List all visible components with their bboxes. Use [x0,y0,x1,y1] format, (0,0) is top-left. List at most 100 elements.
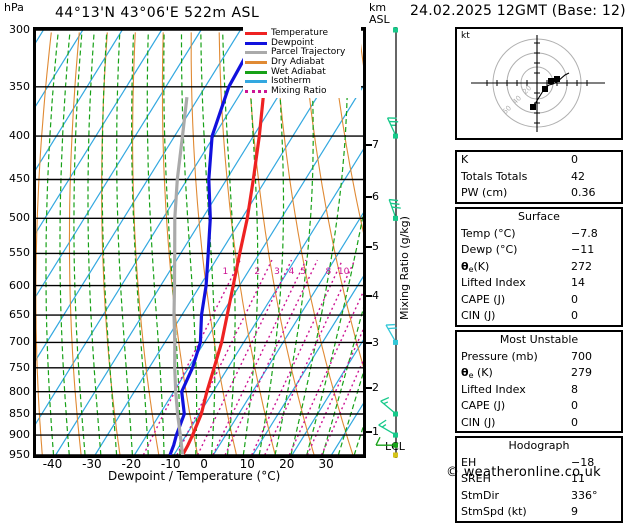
legend-swatch-isotherm [245,80,267,83]
surface-label: Dewp (°C) [461,242,517,259]
legend-label-temperature: Temperature [271,29,328,38]
surface-row: CAPE (J) 0 [457,292,621,309]
surface-value: −11 [571,242,617,259]
surface-row: θe(K) 272 [457,259,621,276]
legend-label-dry-adiabat: Dry Adiabat [271,58,324,67]
temperature-tick--30: -30 [82,458,102,470]
wind-barb-500 [389,200,401,221]
pressure-tick-450: 450 [0,173,30,184]
indices-label: K [461,152,468,169]
temperature-axis-label: Dewpoint / Temperature (°C) [108,470,280,482]
pressure-unit-label: hPa [4,2,24,13]
legend-item-mixing-ratio: Mixing Ratio [245,87,359,97]
legend-label-isotherm: Isotherm [271,77,311,86]
temperature-tick--40: -40 [43,458,63,470]
indices-row: Totals Totals 42 [457,169,621,186]
copyright-credit: © weatheronline.co.uk [446,466,601,479]
station-title: 44°13'N 43°06'E 522m ASL [55,6,259,20]
surface-value: 14 [571,275,617,292]
surface-value: 272 [571,259,617,276]
indices-label: PW (cm) [461,185,507,202]
pressure-tick-550: 550 [0,247,30,258]
sounding-page: hPa 44°13'N 43°06'E 522m ASL km ASL 24.0… [0,0,629,486]
pressure-tick-650: 650 [0,309,30,320]
legend-item-dry-adiabat: Dry Adiabat [245,58,359,68]
legend-swatch-temperature [245,32,267,35]
most-unstable-value: 0 [571,415,617,432]
pressure-tick-900: 900 [0,429,30,440]
surface-value: 0 [571,292,617,309]
wind-barb-950 [386,453,398,459]
most-unstable-row: CAPE (J) 0 [457,398,621,415]
indices-label: Totals Totals [461,169,527,186]
hodograph-marker-2 [548,78,554,84]
most-unstable-value: 0 [571,398,617,415]
legend-swatch-dewpoint [245,42,267,45]
indices-value: 0 [571,152,617,169]
wind-barb-925 [376,437,398,448]
hodograph-unit-label: kt [461,31,470,41]
mixing-ratio-label-2: 2 [254,268,260,277]
hodograph-stats-label: StmDir [461,488,499,505]
hodograph-marker-0 [530,104,536,110]
most-unstable-value: 279 [571,365,617,382]
pressure-tick-950: 950 [0,449,30,460]
temperature-tick-20: 20 [279,458,294,470]
legend-swatch-parcel-trajectory [245,51,267,54]
surface-label: Temp (°C) [461,226,516,243]
hodograph-stats-value: 336° [571,488,617,505]
hodograph-stats-row: StmSpd (kt) 9 [457,504,621,521]
most-unstable-label: CAPE (J) [461,398,505,415]
mixing-ratio-label-1: 1 [223,268,229,277]
most-unstable-row: CIN (J)0 [457,415,621,432]
pressure-tick-850: 850 [0,408,30,419]
indices-value: 42 [571,169,617,186]
legend-swatch-mixing-ratio [245,90,267,93]
surface-row: Temp (°C) −7.8 [457,226,621,243]
hodograph-marker-1 [542,86,548,92]
legend-swatch-wet-adiabat [245,71,267,74]
pressure-tick-500: 500 [0,212,30,223]
pressure-tick-800: 800 [0,386,30,397]
pressure-tick-400: 400 [0,130,30,141]
curve-parcel-trajectory [174,97,187,455]
surface-caption: Surface [457,209,621,226]
pressure-tick-350: 350 [0,81,30,92]
hodograph-stats-value: 9 [571,504,617,521]
surface-label: CAPE (J) [461,292,505,309]
hodograph-stats-caption: Hodograph [457,438,621,455]
mixing-ratio-label-10: 10 [338,268,349,277]
hodograph-marker-3 [554,76,560,82]
surface-value: −7.8 [571,226,617,243]
pressure-tick-700: 700 [0,336,30,347]
most-unstable-label: θe (K) [461,365,493,382]
surface-row: CIN (J) 0 [457,308,621,325]
pressure-tick-750: 750 [0,362,30,373]
mixing-ratio-label-3: 3 [274,268,280,277]
most-unstable-row: Pressure (mb) 700 [457,349,621,366]
wind-barb-900 [379,420,398,437]
surface-label: Lifted Index [461,275,526,292]
most-unstable-label: Pressure (mb) [461,349,538,366]
temperature-tick-30: 30 [318,458,333,470]
surface-value: 0 [571,308,617,325]
surface-label: CIN (J) [461,308,495,325]
most-unstable-value: 700 [571,349,617,366]
surface-row: Lifted Index 14 [457,275,621,292]
most-unstable-label: Lifted Index [461,382,526,399]
wind-barb-canvas [370,27,454,458]
hodograph-stats-row: StmDir 336° [457,488,621,505]
hodograph-ring-label-20: 20 [521,84,533,96]
pressure-tick-300: 300 [0,24,30,35]
hodograph-stats-label: StmSpd (kt) [461,504,527,521]
surface-row: Dewp (°C) −11 [457,242,621,259]
most-unstable-caption: Most Unstable [457,332,621,349]
legend-swatch-dry-adiabat [245,61,267,64]
mixing-ratio-label-5: 5 [300,268,306,277]
surface-label: θe(K) [461,259,489,276]
